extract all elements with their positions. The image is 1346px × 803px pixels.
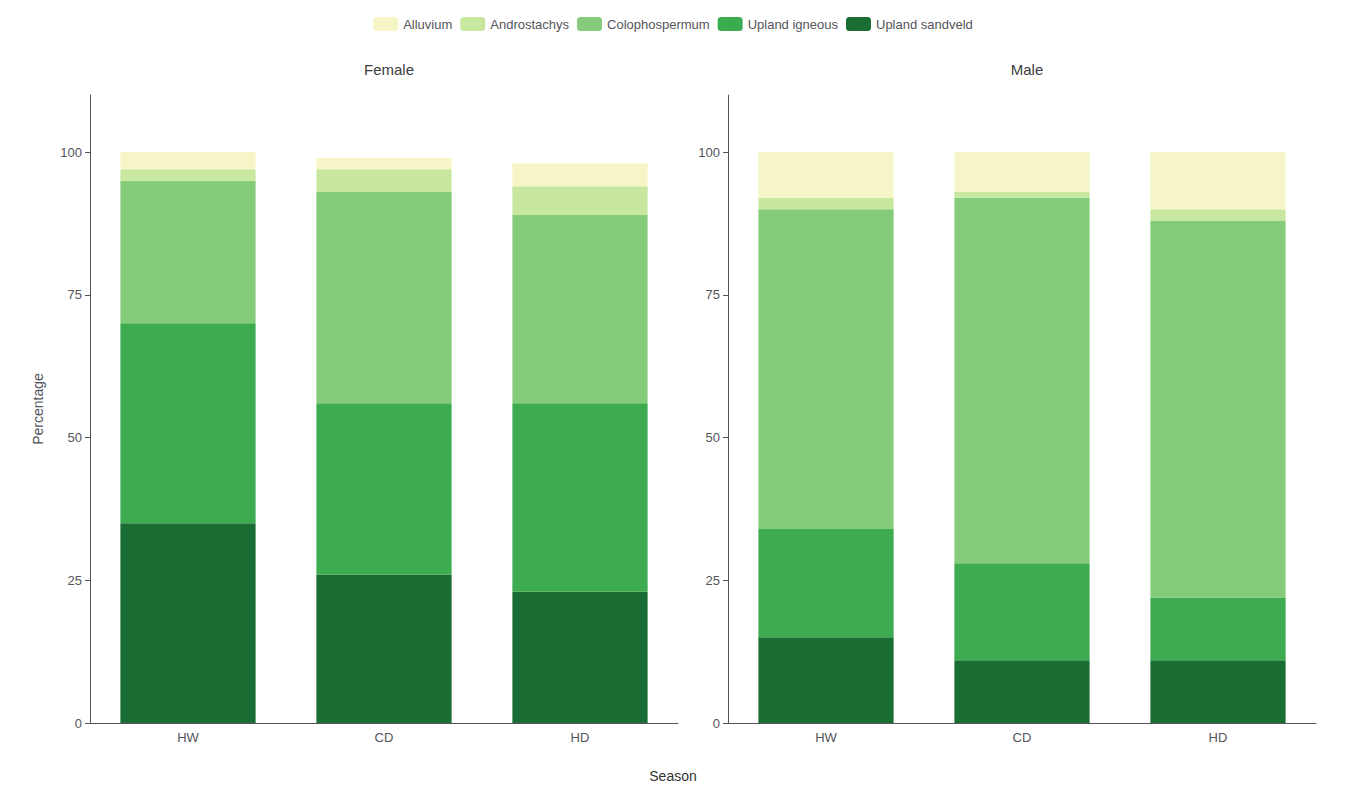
svg-text:Upland igneous: Upland igneous — [748, 17, 839, 32]
svg-text:HW: HW — [815, 730, 837, 745]
svg-text:Male: Male — [1011, 61, 1044, 78]
svg-text:HD: HD — [1209, 730, 1228, 745]
svg-text:HW: HW — [177, 730, 199, 745]
svg-text:Androstachys: Androstachys — [490, 17, 569, 32]
svg-text:100: 100 — [698, 145, 720, 160]
svg-text:25: 25 — [68, 573, 82, 588]
svg-text:25: 25 — [706, 573, 720, 588]
svg-text:Colophospermum: Colophospermum — [607, 17, 710, 32]
svg-text:50: 50 — [68, 430, 82, 445]
svg-text:0: 0 — [75, 716, 82, 731]
svg-text:CD: CD — [375, 730, 394, 745]
svg-text:75: 75 — [706, 287, 720, 302]
svg-text:50: 50 — [706, 430, 720, 445]
svg-text:100: 100 — [60, 145, 82, 160]
svg-text:75: 75 — [68, 287, 82, 302]
svg-text:Season: Season — [649, 768, 696, 784]
svg-text:CD: CD — [1013, 730, 1032, 745]
svg-text:HD: HD — [571, 730, 590, 745]
svg-text:Percentage: Percentage — [30, 373, 46, 445]
svg-text:Alluvium: Alluvium — [403, 17, 452, 32]
svg-text:Upland sandveld: Upland sandveld — [876, 17, 973, 32]
svg-text:Female: Female — [364, 61, 414, 78]
svg-text:0: 0 — [713, 716, 720, 731]
